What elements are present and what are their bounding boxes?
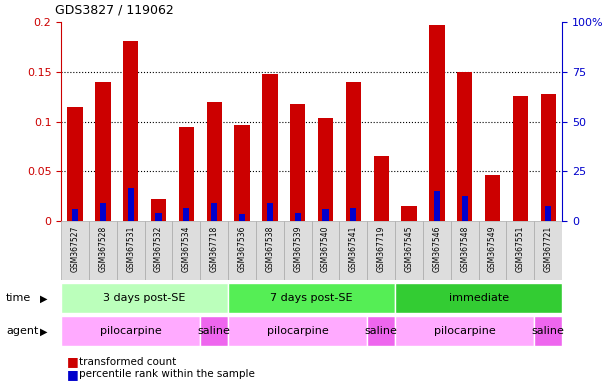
Bar [457, 72, 472, 221]
Text: GSM367538: GSM367538 [265, 225, 274, 272]
Bar [346, 82, 361, 221]
Bar [323, 209, 329, 221]
Bar [267, 203, 273, 221]
Text: immediate: immediate [448, 293, 509, 303]
Bar [100, 203, 106, 221]
Text: GSM367528: GSM367528 [98, 225, 108, 272]
Bar [262, 74, 277, 221]
Bar [178, 127, 194, 221]
Bar [256, 221, 284, 280]
Text: saline: saline [198, 326, 230, 336]
Text: GSM367545: GSM367545 [404, 225, 414, 272]
Text: GSM367721: GSM367721 [544, 225, 553, 272]
Text: saline: saline [532, 326, 565, 336]
Text: GSM367548: GSM367548 [460, 225, 469, 272]
Text: GSM367551: GSM367551 [516, 225, 525, 272]
Bar [117, 221, 145, 280]
Bar [207, 102, 222, 221]
Bar [312, 221, 340, 280]
Text: ▶: ▶ [40, 326, 47, 336]
Text: transformed count: transformed count [79, 356, 177, 367]
Bar [534, 221, 562, 280]
Text: GSM367531: GSM367531 [126, 225, 135, 272]
Bar [89, 221, 117, 280]
Text: GSM367541: GSM367541 [349, 225, 358, 272]
Bar [367, 316, 395, 346]
Bar [429, 25, 445, 221]
Bar [545, 206, 551, 221]
Bar [67, 107, 82, 221]
Text: time: time [6, 293, 31, 303]
Bar [155, 213, 161, 221]
Bar [318, 118, 333, 221]
Text: GSM367536: GSM367536 [238, 225, 246, 272]
Bar [541, 94, 556, 221]
Bar [513, 96, 528, 221]
Text: ■: ■ [67, 368, 79, 381]
Bar [228, 316, 367, 346]
Bar [228, 221, 256, 280]
Bar [211, 203, 218, 221]
Bar [200, 316, 228, 346]
Bar [434, 191, 440, 221]
Text: pilocarpine: pilocarpine [100, 326, 161, 336]
Bar [145, 221, 172, 280]
Bar [401, 206, 417, 221]
Bar [350, 208, 356, 221]
Bar [295, 213, 301, 221]
Text: GSM367534: GSM367534 [182, 225, 191, 272]
Bar [123, 41, 138, 221]
Bar [228, 283, 395, 313]
Text: GSM367527: GSM367527 [70, 225, 79, 272]
Bar [200, 221, 228, 280]
Bar [235, 124, 250, 221]
Bar [534, 316, 562, 346]
Bar [95, 82, 111, 221]
Bar [72, 209, 78, 221]
Text: GSM367539: GSM367539 [293, 225, 302, 272]
Text: ■: ■ [67, 355, 79, 368]
Text: 7 days post-SE: 7 days post-SE [270, 293, 353, 303]
Bar [239, 214, 245, 221]
Bar [340, 221, 367, 280]
Bar [373, 156, 389, 221]
Bar [485, 175, 500, 221]
Text: GSM367718: GSM367718 [210, 225, 219, 272]
Text: GSM367540: GSM367540 [321, 225, 330, 272]
Text: GSM367719: GSM367719 [377, 225, 386, 272]
Text: GSM367532: GSM367532 [154, 225, 163, 272]
Bar [395, 316, 534, 346]
Bar [183, 208, 189, 221]
Text: GSM367546: GSM367546 [433, 225, 441, 272]
Bar [423, 221, 451, 280]
Text: ▶: ▶ [40, 293, 47, 303]
Text: agent: agent [6, 326, 38, 336]
Bar [128, 188, 134, 221]
Bar [151, 199, 166, 221]
Bar [172, 221, 200, 280]
Bar [61, 283, 228, 313]
Bar [395, 283, 562, 313]
Bar [367, 221, 395, 280]
Text: saline: saline [365, 326, 398, 336]
Bar [507, 221, 534, 280]
Bar [284, 221, 312, 280]
Text: percentile rank within the sample: percentile rank within the sample [79, 369, 255, 379]
Bar [61, 221, 89, 280]
Text: GDS3827 / 119062: GDS3827 / 119062 [55, 4, 174, 17]
Bar [395, 221, 423, 280]
Text: 3 days post-SE: 3 days post-SE [103, 293, 186, 303]
Bar [451, 221, 478, 280]
Bar [61, 316, 200, 346]
Text: pilocarpine: pilocarpine [434, 326, 496, 336]
Bar [462, 196, 468, 221]
Text: GSM367549: GSM367549 [488, 225, 497, 272]
Text: pilocarpine: pilocarpine [267, 326, 329, 336]
Bar [478, 221, 507, 280]
Bar [290, 104, 306, 221]
